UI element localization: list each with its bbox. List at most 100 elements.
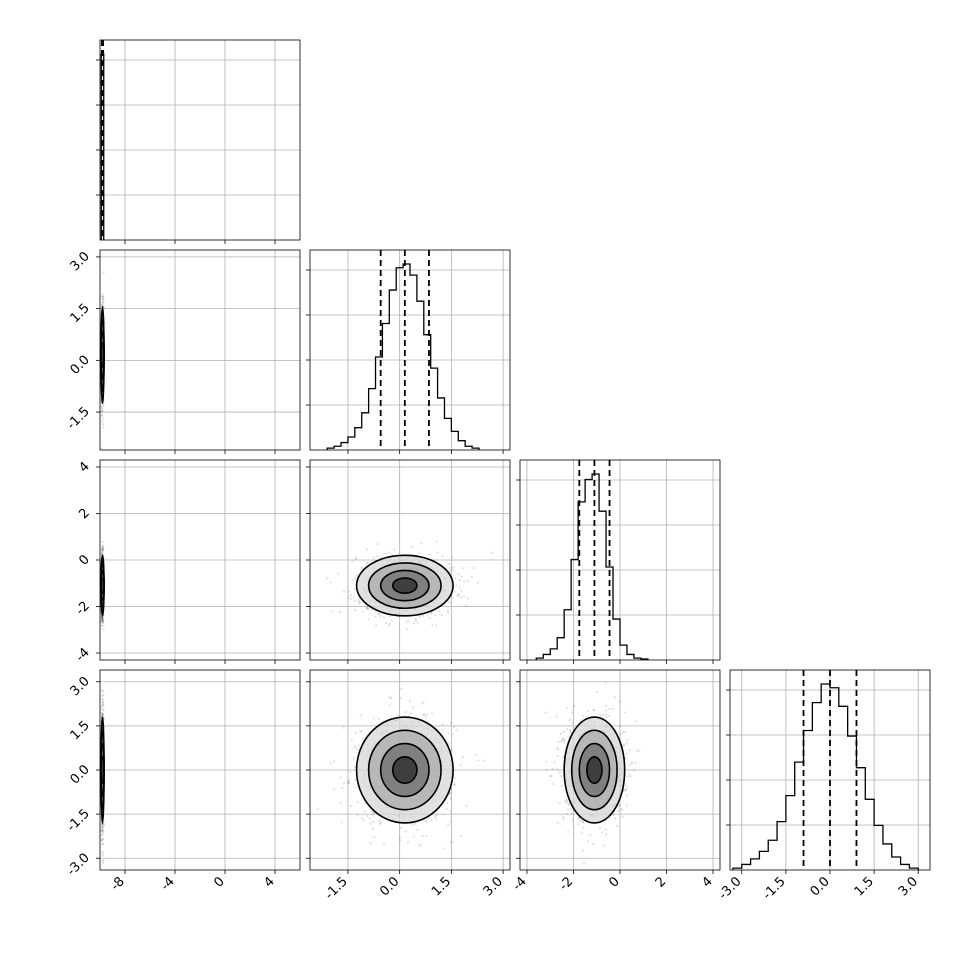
- sample-point: [449, 601, 452, 604]
- sample-point: [101, 301, 105, 304]
- sample-point: [434, 817, 437, 820]
- sample-point: [359, 714, 362, 717]
- sample-point: [342, 590, 346, 593]
- sample-point: [371, 827, 375, 831]
- sample-point: [100, 830, 103, 833]
- sample-point: [101, 826, 104, 830]
- sample-point: [355, 574, 358, 577]
- sample-point: [580, 831, 583, 835]
- sample-point: [399, 836, 402, 839]
- sample-point: [337, 572, 340, 575]
- sample-point: [428, 553, 431, 556]
- sample-point: [457, 573, 460, 576]
- sample-point: [449, 810, 452, 813]
- sample-point: [411, 823, 414, 826]
- sample-point: [102, 545, 105, 548]
- sample-point: [101, 851, 105, 854]
- sample-point: [455, 584, 458, 587]
- sample-point: [451, 568, 454, 571]
- sample-point: [441, 555, 444, 558]
- sample-point: [101, 830, 104, 833]
- sample-point: [426, 614, 429, 617]
- sample-point: [102, 297, 105, 300]
- scatter-1-0: [100, 271, 106, 450]
- sample-point: [414, 619, 418, 622]
- sample-point: [449, 841, 453, 844]
- sample-point: [428, 617, 432, 620]
- sample-point: [396, 713, 399, 717]
- sample-point: [352, 757, 356, 760]
- sample-point: [101, 852, 104, 855]
- sample-point: [418, 844, 421, 847]
- sample-point: [354, 576, 357, 580]
- sample-point: [102, 861, 105, 865]
- sample-point: [376, 542, 379, 546]
- scatter-3-2: [544, 681, 641, 865]
- scatter-3-1: [316, 687, 485, 850]
- sample-point: [425, 713, 428, 716]
- sample-point: [451, 840, 455, 843]
- sample-point: [416, 621, 419, 624]
- sample-point: [416, 828, 419, 832]
- sample-point: [101, 299, 105, 302]
- sample-point: [100, 548, 104, 551]
- sample-point: [101, 838, 104, 841]
- sample-point: [351, 560, 354, 563]
- sample-point: [435, 540, 438, 543]
- sample-point: [436, 551, 439, 554]
- sample-point: [365, 562, 369, 565]
- histogram-2: [535, 473, 649, 660]
- sample-point: [101, 700, 104, 704]
- sample-point: [460, 834, 463, 838]
- sample-point: [102, 306, 105, 309]
- sample-point: [356, 748, 359, 751]
- sample-point: [100, 834, 103, 837]
- sample-point: [452, 566, 455, 569]
- sample-point: [424, 715, 428, 719]
- sample-point: [405, 628, 409, 631]
- sample-point: [591, 842, 595, 846]
- sample-point: [569, 718, 572, 721]
- sample-point: [102, 628, 105, 631]
- sample-point: [626, 738, 629, 741]
- sample-point: [420, 702, 423, 705]
- sample-point: [338, 610, 342, 613]
- sample-point: [373, 836, 376, 839]
- sample-point: [102, 859, 105, 862]
- sample-point: [365, 607, 368, 610]
- sample-point: [440, 613, 444, 617]
- sample-point: [411, 706, 415, 709]
- sample-point: [378, 819, 382, 822]
- sample-point: [461, 755, 465, 759]
- sample-point: [101, 295, 105, 299]
- sample-point: [100, 839, 103, 842]
- sample-point: [399, 826, 403, 830]
- sample-point: [347, 597, 350, 600]
- sample-point: [454, 590, 457, 593]
- sample-point: [377, 718, 381, 721]
- sample-point: [101, 833, 104, 837]
- sample-point: [100, 839, 104, 842]
- sample-point: [466, 597, 469, 600]
- sample-point: [102, 703, 105, 706]
- sample-point: [354, 778, 357, 781]
- sample-point: [101, 703, 105, 706]
- sample-point: [619, 733, 622, 736]
- sample-point: [388, 695, 391, 699]
- sample-point: [101, 616, 104, 619]
- sample-point: [352, 595, 356, 598]
- sample-point: [101, 624, 105, 627]
- sample-point: [354, 746, 357, 749]
- sample-point: [453, 776, 456, 779]
- sample-point: [316, 807, 319, 811]
- sample-point: [407, 840, 410, 844]
- sample-point: [358, 598, 361, 601]
- contour-3-0-0: [100, 755, 105, 785]
- sample-point: [342, 726, 345, 729]
- sample-point: [101, 701, 105, 704]
- sample-point: [101, 843, 104, 846]
- sample-point: [466, 579, 469, 582]
- sample-point: [366, 561, 370, 564]
- sample-point: [339, 801, 343, 804]
